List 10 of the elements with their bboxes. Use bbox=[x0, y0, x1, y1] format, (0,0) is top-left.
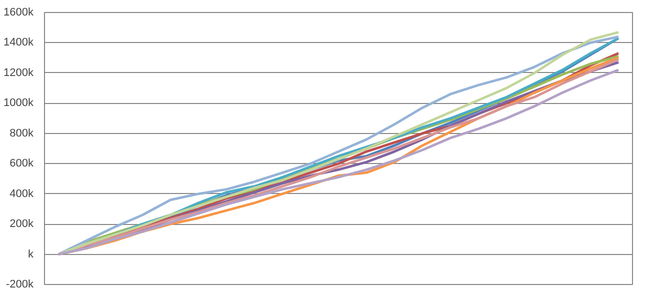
y-tick-label: 800k bbox=[10, 127, 34, 140]
y-tick-label: 1000k bbox=[4, 97, 34, 110]
y-tick-label: -200k bbox=[6, 278, 34, 290]
y-tick-label: 400k bbox=[10, 188, 34, 200]
y-tick-label: 200k bbox=[10, 218, 34, 230]
y-tick-label: 1600k bbox=[4, 6, 34, 18]
y-tick-label: 600k bbox=[10, 158, 34, 170]
y-tick-label: k bbox=[28, 248, 34, 260]
y-tick-label: 1200k bbox=[4, 66, 34, 79]
y-tick-label: 1400k bbox=[4, 36, 34, 49]
